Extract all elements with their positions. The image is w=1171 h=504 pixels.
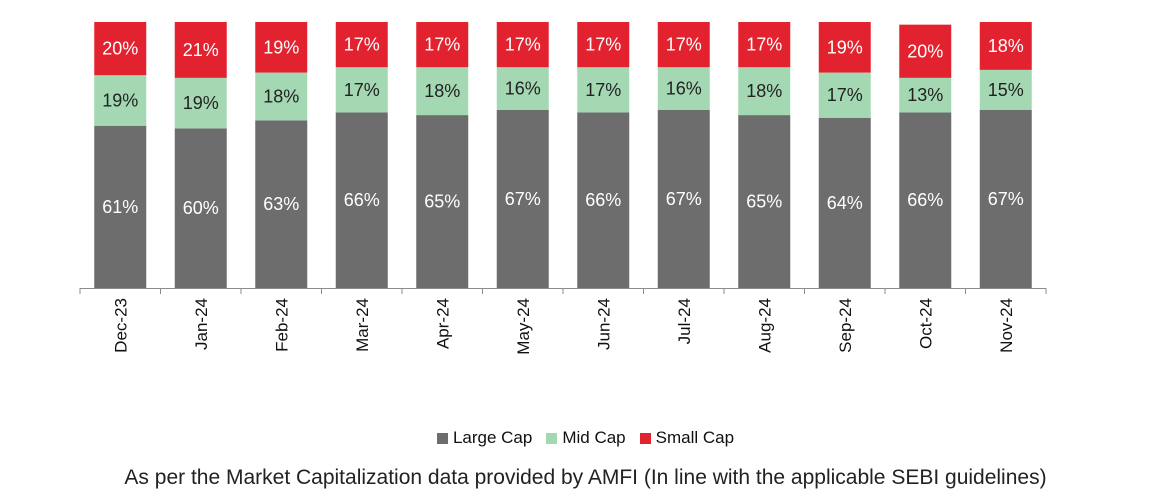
data-label-mid-cap-oct-24: 13% <box>907 85 943 105</box>
data-label-large-cap-oct-24: 66% <box>907 190 943 210</box>
data-label-small-cap-may-24: 17% <box>505 35 541 55</box>
data-label-small-cap-jan-24: 21% <box>183 40 219 60</box>
x-tick-label-feb-24: Feb-24 <box>272 298 291 352</box>
data-label-small-cap-jun-24: 17% <box>585 35 621 55</box>
bar-large-cap-aug-24 <box>738 115 791 288</box>
data-label-mid-cap-dec-23: 19% <box>102 90 138 110</box>
bar-mid-cap-jun-24 <box>577 67 630 113</box>
data-label-mid-cap-feb-24: 18% <box>263 86 299 106</box>
data-label-small-cap-feb-24: 19% <box>263 37 299 57</box>
bar-small-cap-nov-24 <box>979 22 1032 70</box>
data-label-large-cap-nov-24: 67% <box>988 189 1024 209</box>
bar-small-cap-feb-24 <box>255 22 308 73</box>
data-label-small-cap-apr-24: 17% <box>424 35 460 55</box>
bar-small-cap-mar-24 <box>335 22 388 68</box>
bar-small-cap-jun-24 <box>577 22 630 68</box>
data-label-small-cap-aug-24: 17% <box>746 35 782 55</box>
x-tick-label-jan-24: Jan-24 <box>192 298 211 350</box>
data-label-mid-cap-jul-24: 16% <box>666 79 702 99</box>
data-label-mid-cap-aug-24: 18% <box>746 81 782 101</box>
bar-large-cap-may-24 <box>496 109 549 288</box>
data-label-mid-cap-apr-24: 18% <box>424 81 460 101</box>
legend-item-mid-cap: Mid Cap <box>546 428 626 448</box>
bar-mid-cap-nov-24 <box>979 69 1032 110</box>
data-label-mid-cap-jan-24: 19% <box>183 93 219 113</box>
data-label-small-cap-oct-24: 20% <box>907 41 943 61</box>
bar-large-cap-dec-23 <box>94 125 147 289</box>
data-label-small-cap-mar-24: 17% <box>344 35 380 55</box>
data-label-large-cap-sep-24: 64% <box>827 193 863 213</box>
data-label-large-cap-apr-24: 65% <box>424 192 460 212</box>
x-tick-label-apr-24: Apr-24 <box>433 298 452 349</box>
data-label-small-cap-dec-23: 20% <box>102 39 138 59</box>
x-tick-label-oct-24: Oct-24 <box>916 298 935 349</box>
x-tick-label-dec-23: Dec-23 <box>111 298 130 353</box>
stacked-bar-chart: 61% 19% 20% 60% 19% 21% 63% 18% 19% 66% 17% 17% 65% 1… <box>79 22 1047 355</box>
legend-label-large-cap: Large Cap <box>452 428 533 447</box>
bar-mid-cap-may-24 <box>496 67 549 110</box>
bar-small-cap-jul-24 <box>657 22 710 68</box>
x-tick-label-may-24: May-24 <box>514 298 533 355</box>
data-label-large-cap-jun-24: 66% <box>585 190 621 210</box>
data-label-large-cap-dec-23: 61% <box>102 197 138 217</box>
data-label-small-cap-sep-24: 19% <box>827 37 863 57</box>
legend-label-mid-cap: Mid Cap <box>562 428 626 447</box>
bar-large-cap-mar-24 <box>335 112 388 288</box>
bar-mid-cap-jul-24 <box>657 67 710 110</box>
bar-large-cap-feb-24 <box>255 120 308 288</box>
legend-swatch-mid-cap <box>546 432 558 444</box>
x-axis <box>79 288 1047 294</box>
data-label-large-cap-jul-24: 67% <box>666 189 702 209</box>
data-label-mid-cap-sep-24: 17% <box>827 85 863 105</box>
legend-item-large-cap: Large Cap <box>436 428 533 448</box>
bar-small-cap-aug-24 <box>738 22 791 68</box>
data-label-mid-cap-may-24: 16% <box>505 79 541 99</box>
bar-mid-cap-oct-24 <box>899 77 952 113</box>
data-label-mid-cap-jun-24: 17% <box>585 80 621 100</box>
x-tick-label-sep-24: Sep-24 <box>836 298 855 353</box>
x-tick-labels: Dec-23 Jan-24 Feb-24 Mar-24 Apr-24 May-24 Jun-… <box>111 298 1016 355</box>
bar-mid-cap-apr-24 <box>416 67 469 116</box>
bar-small-cap-may-24 <box>496 22 549 68</box>
legend-swatch-large-cap <box>436 432 448 444</box>
bar-small-cap-jan-24 <box>174 22 227 78</box>
bar-large-cap-oct-24 <box>899 112 952 288</box>
data-label-small-cap-nov-24: 18% <box>988 36 1024 56</box>
data-label-small-cap-jul-24: 17% <box>666 35 702 55</box>
bar-small-cap-sep-24 <box>818 22 871 73</box>
bar-large-cap-jan-24 <box>174 128 227 288</box>
bar-small-cap-apr-24 <box>416 22 469 68</box>
legend: Large Cap Mid Cap Small Cap <box>0 428 1171 448</box>
x-tick-label-aug-24: Aug-24 <box>755 298 774 353</box>
bar-large-cap-sep-24 <box>818 117 871 288</box>
data-label-large-cap-feb-24: 63% <box>263 194 299 214</box>
x-tick-label-nov-24: Nov-24 <box>997 298 1016 353</box>
bars-group: 61% 19% 20% 60% 19% 21% 63% 18% 19% 66% 17% 17% 65% 1… <box>94 22 1032 289</box>
data-label-large-cap-aug-24: 65% <box>746 192 782 212</box>
data-label-large-cap-mar-24: 66% <box>344 190 380 210</box>
data-label-large-cap-jan-24: 60% <box>183 198 219 218</box>
bar-mid-cap-aug-24 <box>738 67 791 116</box>
bar-mid-cap-mar-24 <box>335 67 388 113</box>
data-label-mid-cap-nov-24: 15% <box>988 80 1024 100</box>
bar-large-cap-apr-24 <box>416 115 469 288</box>
legend-item-small-cap: Small Cap <box>639 428 735 448</box>
x-tick-label-jun-24: Jun-24 <box>594 298 613 350</box>
bar-mid-cap-jan-24 <box>174 77 227 129</box>
data-label-large-cap-may-24: 67% <box>505 189 541 209</box>
bar-mid-cap-sep-24 <box>818 72 871 118</box>
x-tick-label-jul-24: Jul-24 <box>675 298 694 344</box>
legend-swatch-small-cap <box>639 432 651 444</box>
bar-small-cap-dec-23 <box>94 22 147 76</box>
x-tick-label-mar-24: Mar-24 <box>353 298 372 352</box>
footnote: As per the Market Capitalization data pr… <box>124 466 1047 489</box>
bar-mid-cap-dec-23 <box>94 75 147 126</box>
bar-mid-cap-feb-24 <box>255 72 308 121</box>
bar-large-cap-nov-24 <box>979 109 1032 288</box>
data-label-mid-cap-mar-24: 17% <box>344 80 380 100</box>
bar-small-cap-oct-24 <box>899 24 952 78</box>
legend-label-small-cap: Small Cap <box>655 428 735 447</box>
bar-large-cap-jul-24 <box>657 109 710 288</box>
bar-large-cap-jun-24 <box>577 112 630 288</box>
